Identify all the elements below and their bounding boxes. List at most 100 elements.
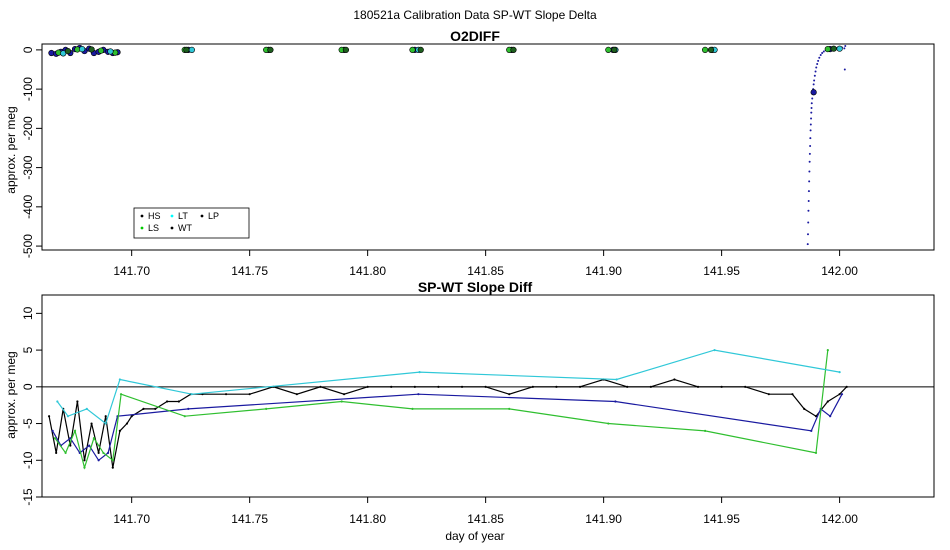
data-point — [106, 451, 110, 455]
data-point — [626, 385, 629, 388]
data-point — [142, 407, 145, 410]
data-point — [824, 46, 831, 53]
data-point — [119, 393, 123, 396]
legend-marker — [200, 214, 204, 218]
data-point — [829, 415, 832, 418]
data-point — [510, 46, 517, 53]
data-point — [47, 415, 51, 418]
data-point — [836, 45, 843, 52]
data-point — [814, 451, 818, 455]
data-point — [814, 70, 817, 73]
data-point — [531, 385, 534, 388]
data-point — [107, 48, 114, 55]
data-point — [818, 56, 821, 59]
data-point — [83, 466, 86, 469]
y-tick-label: 5 — [21, 346, 35, 353]
data-point — [810, 106, 813, 109]
data-point — [295, 393, 298, 396]
o2diff-legend: HS LT LP LS WT — [133, 207, 250, 239]
x-tick-label: 141.90 — [585, 512, 622, 526]
data-point — [125, 422, 129, 425]
data-point — [154, 407, 157, 410]
y-tick-label: -400 — [21, 195, 35, 219]
data-point — [826, 348, 829, 352]
data-point — [342, 393, 346, 396]
data-point — [673, 378, 676, 381]
data-point — [66, 415, 70, 418]
data-point — [340, 400, 343, 403]
data-point — [111, 459, 114, 462]
slope-diff-plot-frame — [41, 294, 935, 498]
y-tick-label: -5 — [21, 418, 35, 429]
data-point — [809, 129, 812, 132]
data-point — [90, 422, 93, 425]
data-point — [809, 145, 812, 148]
x-tick-label: 141.95 — [703, 512, 740, 526]
data-point — [808, 170, 811, 173]
data-point — [183, 46, 190, 53]
y-tick-label: 10 — [21, 306, 35, 320]
data-point — [411, 407, 414, 410]
series-calibration-LP — [64, 45, 837, 55]
data-point — [806, 233, 809, 236]
data-point — [809, 137, 812, 140]
data-point — [69, 444, 72, 447]
data-point — [810, 102, 813, 105]
data-point — [97, 47, 105, 54]
data-point — [56, 400, 59, 403]
data-point — [366, 385, 369, 388]
data-point — [806, 243, 809, 246]
legend-marker — [140, 214, 144, 218]
data-point — [812, 83, 815, 86]
data-point — [130, 415, 133, 418]
data-point — [840, 393, 844, 396]
data-point — [85, 407, 88, 410]
legend-marker — [170, 214, 174, 218]
data-point — [73, 429, 77, 432]
data-point — [817, 59, 820, 62]
data-point — [704, 429, 707, 432]
data-point — [417, 46, 424, 53]
data-point — [607, 422, 610, 425]
data-point — [819, 53, 822, 56]
data-point — [720, 385, 723, 388]
data-point — [611, 46, 618, 53]
data-point — [177, 400, 180, 403]
data-point — [702, 46, 709, 53]
legend-box — [133, 207, 250, 239]
y-tick-label: -200 — [21, 116, 35, 140]
data-point — [807, 209, 810, 212]
series-calibration-green — [53, 348, 829, 470]
y-tick-label: -500 — [21, 234, 35, 258]
data-point — [319, 385, 322, 388]
data-point — [555, 385, 558, 388]
series-calibration-cyan — [56, 348, 841, 425]
data-point — [807, 221, 810, 224]
x-tick-label: 141.75 — [231, 512, 268, 526]
x-tick-label: 141.70 — [113, 512, 150, 526]
x-tick-label: 142.00 — [821, 264, 858, 278]
data-point — [183, 415, 186, 418]
data-point — [791, 393, 794, 396]
data-point — [111, 466, 114, 469]
data-point — [822, 50, 825, 53]
data-point — [810, 89, 817, 96]
o2diff-panel-title: O2DIFF — [450, 28, 500, 44]
data-point — [79, 46, 86, 53]
data-point — [265, 407, 268, 410]
data-point — [224, 393, 228, 396]
data-point — [843, 68, 846, 71]
legend-entry-label: WT — [178, 223, 192, 233]
data-point — [615, 378, 618, 381]
data-point — [390, 385, 393, 388]
data-point — [808, 180, 811, 183]
legend-entry-label: LT — [178, 211, 188, 221]
data-point — [815, 66, 818, 69]
data-point — [578, 385, 582, 388]
legend-entry-label: HS — [148, 211, 161, 221]
data-point — [807, 199, 810, 202]
legend-entry-label: LP — [208, 211, 219, 221]
data-point — [188, 46, 195, 53]
data-point — [605, 46, 612, 53]
